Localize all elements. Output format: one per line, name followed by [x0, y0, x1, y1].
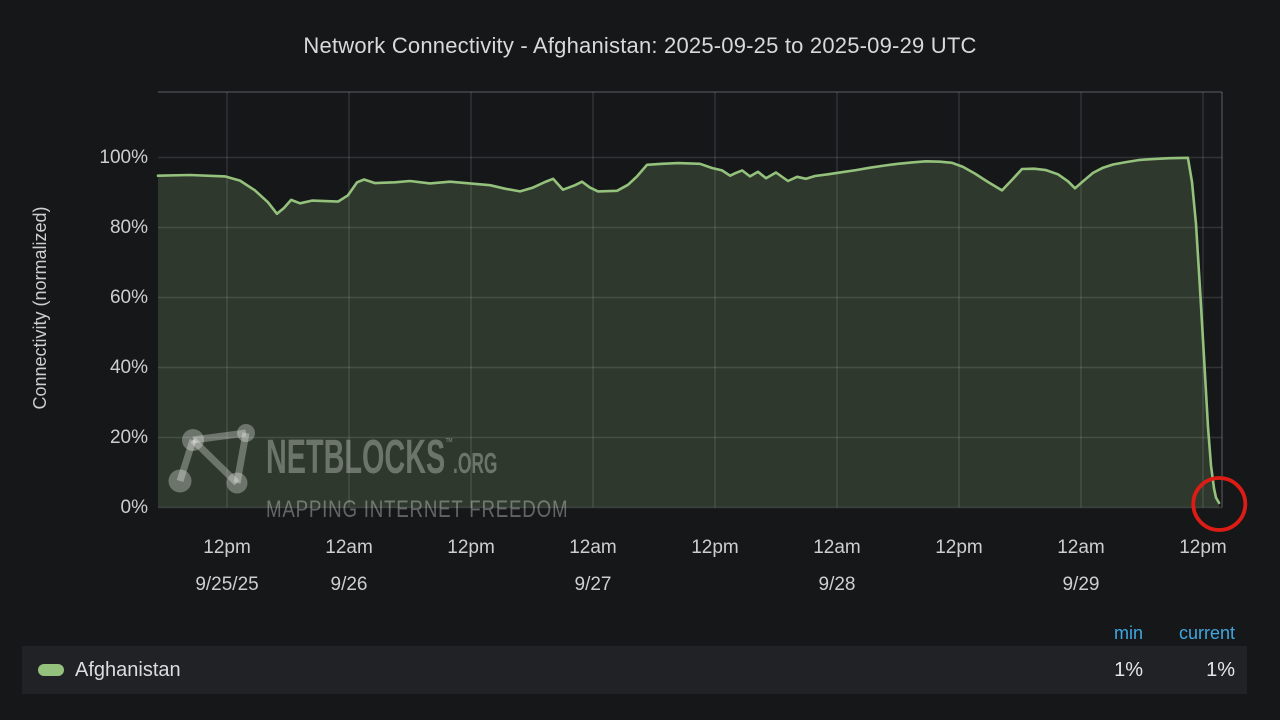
watermark-name: NETBLOCKS: [266, 431, 446, 484]
legend-column-header-min[interactable]: min: [1113, 623, 1143, 643]
legend-column-header-current[interactable]: current: [1178, 623, 1235, 643]
watermark-org-suffix: .ORG: [453, 448, 498, 480]
netblocks-wordmark: NETBLOCKS™.ORG MAPPING INTERNET FREEDOM: [266, 420, 654, 524]
area-fill: [158, 157, 1219, 508]
series-label: Afghanistan: [75, 658, 181, 681]
connectivity-line-afghanistan: [156, 156, 1221, 505]
netblocks-logo-icon: [168, 424, 255, 494]
series-color-swatch[interactable]: [38, 664, 64, 676]
watermark-tagline: MAPPING INTERNET FREEDOM: [266, 496, 569, 523]
legend-min-value: 1%: [1114, 659, 1143, 681]
legend-row-afghanistan[interactable]: Afghanistan: [22, 646, 1247, 694]
outage-annotation-circle: [1191, 476, 1248, 532]
trademark-symbol: ™: [445, 435, 454, 450]
legend-current-value: 1%: [1206, 659, 1235, 681]
page-title: Network Connectivity - Afghanistan: 2025…: [303, 33, 977, 58]
netblocks-watermark: NETBLOCKS™.ORG MAPPING INTERNET FREEDOM: [166, 420, 654, 524]
